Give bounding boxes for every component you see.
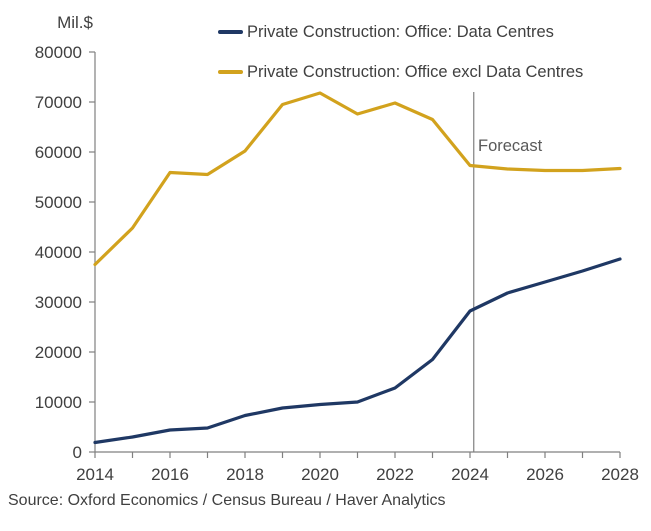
x-axis-tick-label: 2024 <box>451 465 489 484</box>
series-line-data-centres <box>93 257 622 445</box>
x-axis-tick-label: 2028 <box>601 465 639 484</box>
y-axis-tick-label: 30000 <box>35 293 82 312</box>
forecast-annotation: Forecast <box>478 137 543 155</box>
legend-item-data-centres: Private Construction: Office: Data Centr… <box>218 22 583 42</box>
legend-label-data-centres: Private Construction: Office: Data Centr… <box>247 22 554 41</box>
x-axis-tick-label: 2018 <box>226 465 264 484</box>
legend-swatch-data-centres-icon <box>218 30 243 34</box>
y-axis-tick-label: 0 <box>73 443 82 462</box>
x-axis-tick-label: 2014 <box>76 465 114 484</box>
y-axis-tick-label: 60000 <box>35 143 82 162</box>
x-axis-tick-label: 2026 <box>526 465 564 484</box>
legend-swatch-excl-data-centres-icon <box>218 70 243 74</box>
y-axis-unit-label: Mil.$ <box>57 13 93 32</box>
y-axis-tick-label: 10000 <box>35 393 82 412</box>
series-line-excl-data-centres <box>93 91 622 267</box>
x-axis-tick-label: 2022 <box>376 465 414 484</box>
legend-item-excl-data-centres: Private Construction: Office excl Data C… <box>218 62 583 82</box>
y-axis-tick-label: 40000 <box>35 243 82 262</box>
y-axis-tick-label: 70000 <box>35 93 82 112</box>
legend-label-excl-data-centres: Private Construction: Office excl Data C… <box>247 62 584 81</box>
y-axis-tick-label: 20000 <box>35 343 82 362</box>
source-attribution: Source: Oxford Economics / Census Bureau… <box>8 492 446 509</box>
x-axis-tick-label: 2016 <box>151 465 189 484</box>
chart-legend: Private Construction: Office: Data Centr… <box>218 22 583 102</box>
y-axis-tick-label: 80000 <box>35 43 82 62</box>
y-axis-tick-label: 50000 <box>35 193 82 212</box>
x-axis-tick-label: 2020 <box>301 465 339 484</box>
